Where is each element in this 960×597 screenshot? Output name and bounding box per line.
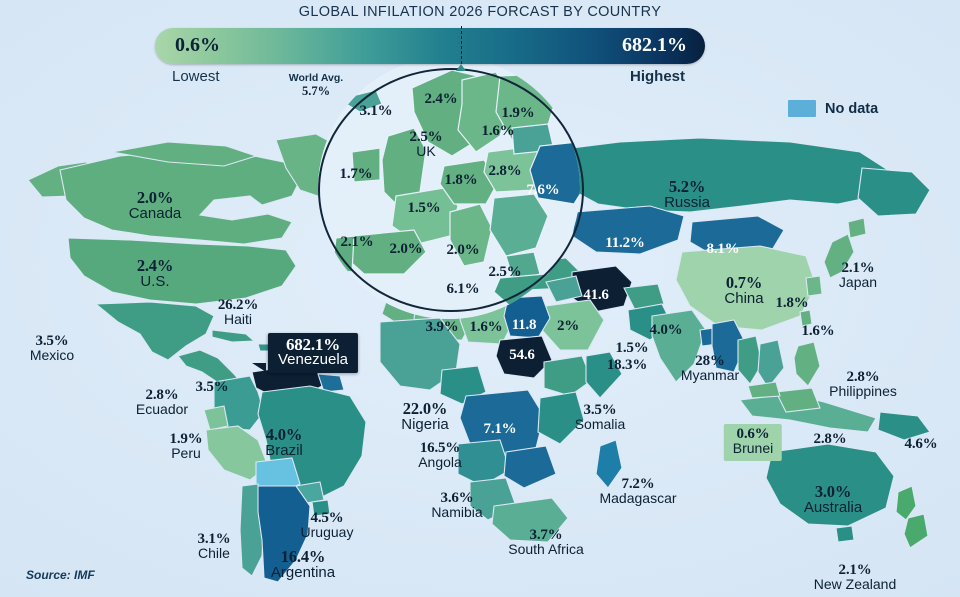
legend-scale: 0.6% 682.1% — [155, 26, 705, 71]
country-ecuador — [203, 405, 229, 431]
country-russia-east — [857, 167, 931, 217]
country-madagascar — [595, 439, 623, 489]
country-zambia-zim — [503, 445, 557, 489]
legend-low-caption: Lowest — [172, 68, 220, 85]
country-thailand — [737, 335, 763, 385]
world-average-marker-line — [461, 26, 463, 64]
source-note: Source: IMF — [26, 568, 95, 582]
country-canada-north — [111, 141, 258, 167]
legend-gradient-bar — [155, 28, 705, 64]
mag-sweden — [457, 71, 511, 153]
country-tasmania — [835, 525, 855, 543]
country-saudi — [541, 299, 605, 351]
country-ethiopia — [543, 355, 593, 397]
country-borneo — [775, 387, 821, 413]
no-data-label: No data — [825, 100, 879, 117]
legend-high-value: 682.1% — [622, 34, 687, 56]
world-average-value: 5.7% — [301, 84, 331, 98]
country-japan-n — [847, 217, 867, 239]
country-uruguay — [311, 499, 331, 517]
mag-germany — [439, 159, 499, 205]
country-vietnam — [757, 339, 785, 389]
page-title: GLOBAL INFILATION 2026 FORCAST BY COUNTR… — [298, 4, 662, 20]
no-data-swatch — [788, 100, 816, 117]
mag-italy — [449, 203, 493, 267]
country-russia — [555, 137, 889, 213]
country-kazakhstan — [571, 205, 685, 255]
country-mexico — [94, 301, 215, 361]
country-taiwan — [799, 309, 813, 327]
country-argentina — [257, 485, 311, 583]
country-philippines — [793, 341, 821, 387]
world-average-marker-arrow — [456, 64, 466, 71]
country-cuba — [211, 329, 256, 343]
country-china — [675, 245, 817, 331]
legend-high-caption: Highest — [630, 68, 686, 85]
mag-ireland — [351, 147, 381, 183]
mag-portugal — [331, 235, 355, 273]
country-guyana — [317, 373, 345, 393]
country-newzealand-s — [903, 513, 929, 549]
country-somalia — [585, 351, 623, 399]
country-newzealand — [895, 485, 917, 521]
country-southafrica — [491, 497, 569, 543]
country-malaysia — [747, 381, 781, 399]
country-india — [651, 309, 707, 383]
europe-magnifier-content — [318, 57, 580, 319]
mag-balkans — [489, 193, 549, 257]
country-canada — [59, 149, 301, 245]
country-hispaniola — [257, 343, 281, 352]
country-australia — [765, 443, 895, 527]
no-data-legend: No data — [788, 100, 878, 117]
country-puerto-rico — [287, 347, 299, 354]
country-png — [877, 411, 931, 441]
legend-low-value: 0.6% — [175, 34, 220, 56]
country-korea — [805, 275, 823, 297]
country-angola — [457, 439, 511, 487]
country-usa — [67, 237, 297, 305]
country-sudan — [495, 335, 553, 379]
country-kenya-tz — [537, 391, 585, 445]
world-average-label: World Avg. — [288, 72, 344, 84]
country-japan — [823, 233, 855, 279]
